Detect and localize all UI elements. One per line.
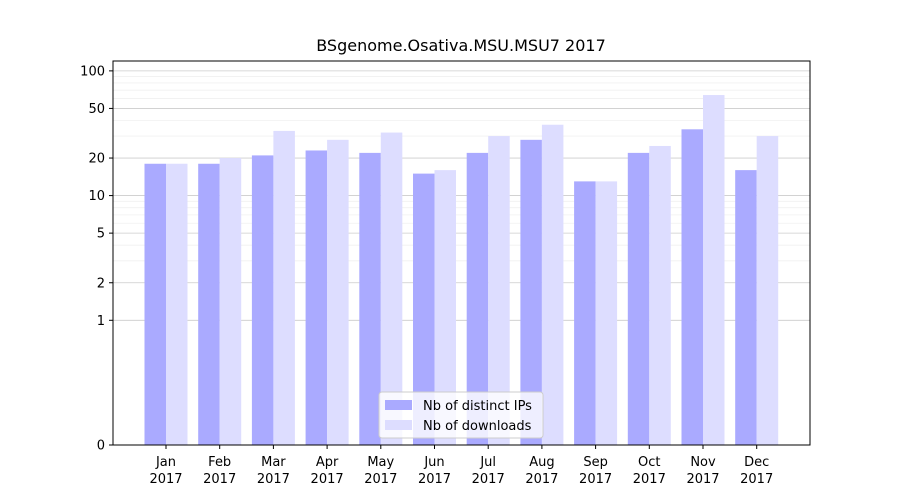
bar-downloads: [380, 132, 403, 446]
bar-distinct-ips: [735, 170, 757, 445]
bar-downloads: [273, 130, 295, 445]
x-tick-label-month: Sep: [583, 455, 608, 470]
y-tick-label: 1: [97, 314, 105, 329]
bar-downloads: [649, 145, 671, 446]
y-tick-label: 0: [97, 439, 105, 454]
y-tick-label: 20: [88, 152, 105, 167]
bar-distinct-ips: [359, 152, 381, 445]
chart-title: BSgenome.Osativa.MSU.MSU7 2017: [316, 36, 606, 55]
x-tick-label-month: May: [367, 455, 394, 470]
plot-frame: [112, 60, 811, 446]
x-tick-label-year: 2017: [472, 472, 505, 487]
bar-downloads: [488, 136, 510, 446]
x-tick-label-month: Mar: [261, 455, 286, 470]
y-tick-label: 10: [88, 189, 105, 204]
x-tick-label-year: 2017: [686, 472, 719, 487]
x-tick-label-month: Oct: [638, 455, 660, 470]
x-tick-label-year: 2017: [311, 472, 344, 487]
bar-downloads: [166, 163, 188, 445]
legend-label: Nb of distinct IPs: [423, 399, 532, 414]
x-tick-label-month: Jan: [155, 455, 176, 470]
bar-distinct-ips: [305, 150, 328, 445]
bar-downloads: [595, 181, 618, 445]
x-tick-label-year: 2017: [257, 472, 290, 487]
x-tick-label-year: 2017: [525, 472, 558, 487]
x-tick-label-month: Nov: [690, 455, 716, 470]
bar-downloads: [327, 139, 349, 445]
bar-distinct-ips: [466, 152, 489, 445]
x-tick-label-month: Dec: [744, 455, 769, 470]
bar-distinct-ips: [413, 173, 435, 445]
bar-downloads: [703, 95, 725, 446]
axes: 0 1 2 5 10 20 50 100 Jan 2017 Feb 2017 Mar 2017 Apr 201…: [80, 60, 811, 487]
x-tick-label-year: 2017: [740, 472, 773, 487]
x-tick-label-month: Apr: [316, 455, 339, 470]
legend-label: Nb of downloads: [423, 419, 532, 434]
bar-distinct-ips: [627, 152, 650, 445]
legend-swatch: [385, 420, 412, 430]
x-tick-label-year: 2017: [149, 472, 182, 487]
bar-distinct-ips: [251, 155, 274, 445]
x-tick-label-year: 2017: [579, 472, 612, 487]
legend: Nb of distinct IPs Nb of downloads: [378, 391, 544, 439]
x-tick-label-year: 2017: [418, 472, 451, 487]
bar-downloads: [219, 158, 242, 445]
x-tick-label-year: 2017: [364, 472, 397, 487]
bar-distinct-ips: [198, 163, 220, 445]
y-tick-label: 5: [97, 227, 105, 242]
x-tick-label-month: Feb: [208, 455, 231, 470]
x-tick-label-year: 2017: [203, 472, 236, 487]
bar-downloads: [434, 170, 456, 445]
bar-distinct-ips: [681, 129, 703, 446]
bar-distinct-ips: [520, 139, 542, 445]
y-tick-label: 50: [88, 102, 105, 117]
bars: [144, 95, 779, 446]
x-tick-label-month: Aug: [529, 455, 554, 470]
legend-box: [378, 391, 544, 439]
bar-downloads: [756, 136, 779, 446]
y-tick-label: 2: [97, 276, 105, 291]
legend-swatch: [385, 400, 412, 410]
x-tick-label-month: Jul: [479, 455, 496, 470]
y-tick-label: 100: [80, 64, 105, 79]
x-tick-label-month: Jun: [423, 455, 444, 470]
bar-distinct-ips: [574, 181, 596, 445]
bar-distinct-ips: [144, 163, 166, 445]
x-tick-label-year: 2017: [633, 472, 666, 487]
bar-downloads: [541, 124, 564, 445]
